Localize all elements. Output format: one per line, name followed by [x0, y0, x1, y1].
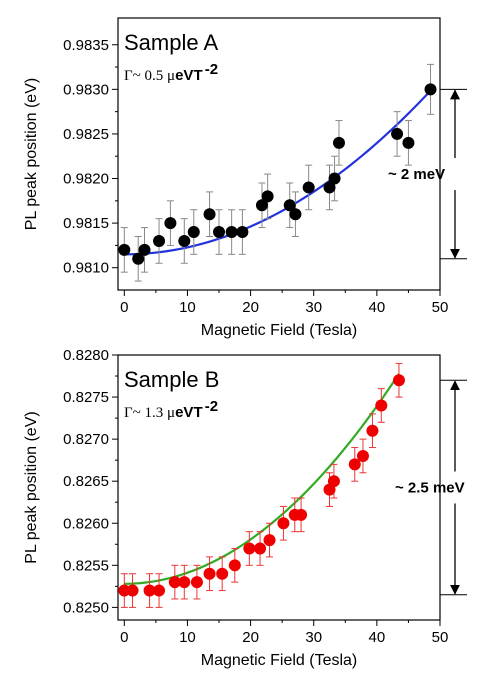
data-point: [216, 567, 229, 580]
data-point: [118, 584, 131, 597]
data-point: [295, 508, 308, 521]
y-tick-label: 0.9835: [63, 37, 109, 54]
data-point: [402, 136, 415, 149]
data-point: [366, 424, 379, 437]
x-tick-label: 0: [120, 629, 128, 646]
plot-frame: [117, 17, 441, 291]
x-tick-label: 20: [242, 629, 259, 646]
panel-label: Sample B: [124, 367, 219, 392]
gamma-label: Γ~ 1.3 μeVT -2: [124, 398, 218, 421]
data-point: [261, 190, 274, 203]
data-point: [348, 458, 361, 471]
data-point: [138, 243, 151, 256]
data-point: [375, 399, 388, 412]
data-point: [203, 208, 216, 221]
data-point: [283, 199, 296, 212]
y-tick-label: 0.8270: [63, 431, 109, 448]
data-point: [263, 534, 276, 547]
y-tick-label: 0.8275: [63, 389, 109, 406]
y-tick-label: 0.9830: [63, 81, 109, 98]
x-tick-label: 50: [432, 629, 449, 646]
plot-frame: [117, 354, 441, 621]
data-point: [243, 542, 256, 555]
x-tick-label: 30: [305, 629, 322, 646]
y-tick-label: 0.8260: [63, 515, 109, 532]
data-point: [118, 243, 131, 256]
data-point: [190, 576, 203, 589]
data-point: [254, 542, 267, 555]
data-point: [255, 199, 268, 212]
data-point: [332, 136, 345, 149]
panel-label: Sample A: [124, 30, 218, 55]
y-tick-label: 0.8255: [63, 557, 109, 574]
data-point: [424, 83, 437, 96]
data-point: [126, 584, 139, 597]
x-axis-label: Magnetic Field (Tesla): [201, 322, 358, 339]
data-point: [228, 559, 241, 572]
x-tick-label: 30: [305, 299, 322, 316]
y-tick-label: 0.9820: [63, 171, 109, 188]
data-point: [178, 234, 191, 247]
y-tick-label: 0.8250: [63, 599, 109, 616]
y-tick-label: 0.9815: [63, 215, 109, 232]
data-point: [132, 252, 145, 265]
range-annotation: ~ 2.5 meV: [395, 480, 465, 497]
x-tick-label: 10: [179, 299, 196, 316]
data-point: [178, 576, 191, 589]
x-tick-label: 20: [242, 299, 259, 316]
data-point: [213, 226, 226, 239]
gamma-label: Γ~ 0.5 μeVT -2: [124, 61, 218, 84]
x-tick-label: 0: [120, 299, 128, 316]
data-point: [391, 127, 404, 140]
data-point: [225, 226, 238, 239]
x-tick-label: 10: [179, 629, 196, 646]
data-point: [164, 217, 177, 230]
data-point: [327, 475, 340, 488]
data-point: [236, 226, 249, 239]
data-point: [153, 234, 166, 247]
data-point: [323, 181, 336, 194]
y-tick-label: 0.8265: [63, 473, 109, 490]
data-point: [289, 208, 302, 221]
chart-panel-1: 0 10 20 30 40 50 0.9810 0.9815 0.9820 0.9825 0.983…: [23, 17, 467, 339]
x-axis-label: Magnetic Field (Tesla): [201, 652, 358, 669]
data-point: [328, 172, 341, 185]
data-point: [392, 374, 405, 387]
y-tick-label: 0.9810: [63, 260, 109, 277]
y-axis-label: PL peak position (eV): [23, 78, 40, 230]
chart-panel-2: 0 10 20 30 40 50 0.8250 0.8255 0.8260 0.8265 0.827…: [23, 347, 467, 669]
data-point: [302, 181, 315, 194]
y-tick-label: 0.9825: [63, 126, 109, 143]
fit-curve: [124, 89, 432, 256]
y-tick-label: 0.8280: [63, 347, 109, 364]
y-axis-label: PL peak position (eV): [23, 411, 40, 563]
data-point: [187, 226, 200, 239]
data-point: [168, 576, 181, 589]
data-point: [203, 567, 216, 580]
x-tick-label: 40: [369, 299, 386, 316]
x-tick-label: 40: [369, 629, 386, 646]
x-tick-label: 50: [432, 299, 449, 316]
data-point: [356, 449, 369, 462]
data-point: [277, 517, 290, 530]
range-annotation: ~ 2 meV: [388, 166, 445, 183]
data-point: [143, 584, 156, 597]
data-point: [153, 584, 166, 597]
